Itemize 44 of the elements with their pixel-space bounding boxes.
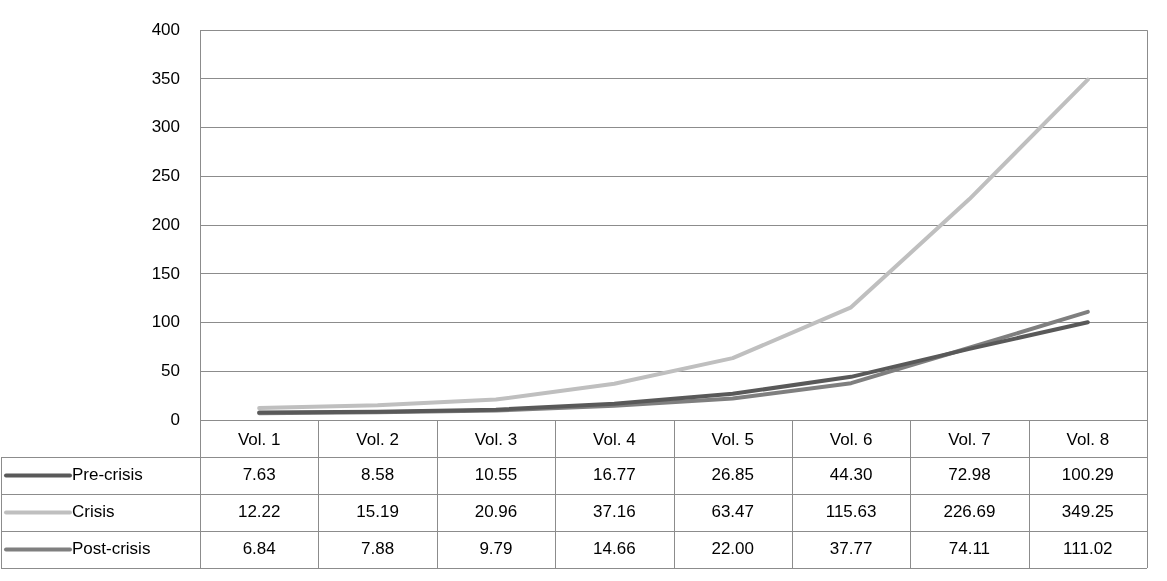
y-tick-label: 250 <box>151 166 180 186</box>
x-tick-label: Vol. 2 <box>356 429 399 449</box>
data-label: 74.11 <box>948 539 991 559</box>
y-tick-label: 300 <box>151 117 180 137</box>
legend-label: Post-crisis <box>72 539 151 559</box>
data-label: 111.02 <box>1063 539 1113 559</box>
x-tick-label: Vol. 1 <box>237 429 281 449</box>
y-tick-label: 400 <box>151 19 180 39</box>
data-label: 6.84 <box>242 539 276 559</box>
data-label: 7.63 <box>242 465 276 485</box>
data-label: 37.77 <box>829 539 873 559</box>
x-tick-label: Vol. 6 <box>829 429 873 449</box>
data-label: 349.25 <box>1061 502 1114 522</box>
x-tick-label: Vol. 3 <box>474 429 518 449</box>
data-label: 26.85 <box>711 465 754 485</box>
data-label: 115.63 <box>825 502 877 522</box>
x-tick-label: Vol. 4 <box>593 429 636 449</box>
data-label: 8.58 <box>361 465 395 485</box>
y-tick-label: 200 <box>151 214 180 234</box>
data-label: 9.79 <box>479 539 513 559</box>
x-tick-label: Vol. 7 <box>948 429 991 449</box>
data-label: 14.66 <box>593 539 636 559</box>
y-tick-label: 150 <box>151 263 180 283</box>
data-label: 16.77 <box>593 465 636 485</box>
data-label: 7.88 <box>361 539 395 559</box>
data-label: 63.47 <box>711 502 754 522</box>
x-tick-label: Vol. 8 <box>1066 429 1110 449</box>
y-tick-label: 0 <box>170 409 180 429</box>
data-label: 37.16 <box>593 502 636 522</box>
data-label: 44.30 <box>829 465 873 485</box>
y-tick-label: 50 <box>161 360 180 380</box>
data-label: 226.69 <box>943 502 996 522</box>
data-label: 15.19 <box>356 502 399 522</box>
y-tick-label: 350 <box>151 68 180 88</box>
data-label: 20.96 <box>474 502 518 522</box>
data-label: 12.22 <box>237 502 281 522</box>
data-label: 72.98 <box>948 465 991 485</box>
legend-label: Pre-crisis <box>72 465 143 485</box>
data-label: 100.29 <box>1061 465 1114 485</box>
legend-label: Crisis <box>72 502 115 522</box>
x-tick-label: Vol. 5 <box>711 429 754 449</box>
data-label: 22.00 <box>711 539 754 559</box>
y-tick-label: 100 <box>151 312 180 332</box>
data-label: 10.55 <box>474 465 518 485</box>
